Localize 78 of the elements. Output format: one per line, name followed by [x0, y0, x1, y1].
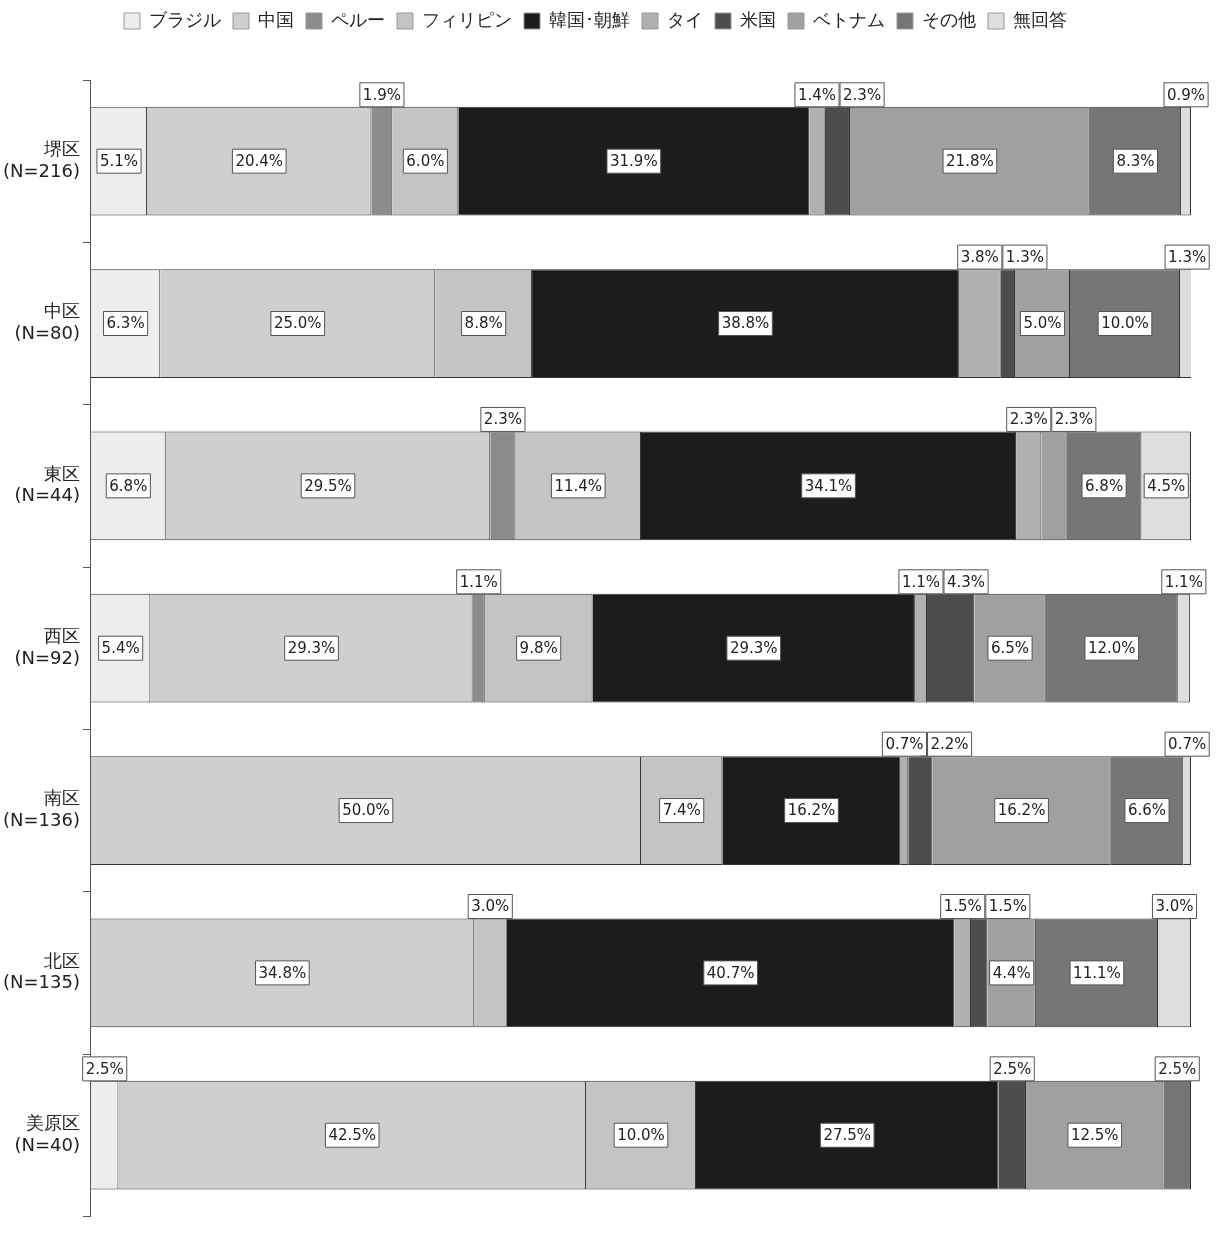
data-label: 2.3%	[1009, 410, 1048, 429]
data-label: 34.1%	[804, 476, 853, 495]
legend-label: その他	[922, 8, 976, 30]
data-label: 0.7%	[885, 735, 924, 754]
data-label: 34.8%	[258, 963, 307, 982]
data-label: 7.4%	[662, 801, 701, 820]
y-tick-label: 北区 (N=135)	[3, 949, 80, 993]
data-label: 2.3%	[1054, 410, 1093, 429]
data-label: 1.9%	[362, 85, 401, 104]
data-label: 3.0%	[1155, 897, 1194, 916]
data-label: 42.5%	[328, 1126, 377, 1145]
data-label: 6.5%	[990, 639, 1030, 658]
data-label: 12.5%	[1070, 1126, 1119, 1145]
y-tick-label: 西区 (N=92)	[14, 625, 80, 668]
data-label: 5.4%	[101, 639, 140, 658]
data-label: 8.3%	[1116, 152, 1155, 171]
data-label: 25.0%	[273, 314, 322, 333]
legend-label: ブラジル	[149, 8, 221, 30]
data-label: 10.0%	[1101, 314, 1149, 333]
data-label: 29.3%	[729, 639, 778, 658]
legend-label: ペルー	[331, 8, 385, 30]
data-label: 5.0%	[1023, 314, 1062, 333]
data-label: 6.8%	[1085, 476, 1124, 495]
data-label: 3.8%	[960, 248, 999, 267]
data-label: 4.5%	[1147, 476, 1186, 495]
data-label: 29.5%	[304, 476, 352, 495]
data-label: 2.5%	[1158, 1059, 1197, 1078]
data-label: 6.8%	[109, 476, 148, 495]
data-label: 2.5%	[993, 1059, 1032, 1078]
data-label: 2.3%	[483, 410, 522, 429]
legend-label: 米国	[740, 8, 776, 30]
data-label: 5.1%	[99, 152, 139, 171]
legend-label: タイ	[667, 8, 703, 30]
data-label: 0.9%	[1167, 85, 1206, 104]
data-label: 6.6%	[1127, 801, 1167, 820]
data-label: 1.5%	[988, 897, 1027, 916]
data-label: 6.3%	[106, 314, 145, 333]
data-label: 2.3%	[843, 85, 882, 104]
data-label: 6.0%	[406, 152, 445, 171]
data-label: 40.7%	[706, 963, 755, 982]
data-label: 3.0%	[471, 897, 510, 916]
y-tick-label: 堺区 (N=216)	[3, 138, 80, 181]
data-label: 1.4%	[797, 85, 837, 104]
data-label: 29.3%	[287, 639, 336, 658]
y-tick-label: 美原区 (N=40)	[14, 1112, 80, 1155]
legend-label: フィリピン	[422, 8, 512, 30]
data-label: 38.8%	[721, 314, 770, 333]
data-label: 1.3%	[1005, 248, 1044, 267]
data-label: 16.2%	[787, 801, 836, 820]
data-label: 2.5%	[85, 1059, 124, 1078]
data-label: 50.0%	[342, 801, 390, 820]
data-label: 1.1%	[459, 572, 498, 591]
data-label: 31.9%	[610, 152, 658, 171]
legend-label: 中国	[258, 8, 294, 30]
legend-label: 無回答	[1013, 8, 1067, 30]
data-label: 9.8%	[519, 639, 558, 658]
data-label: 8.8%	[464, 314, 503, 333]
data-label: 21.8%	[946, 152, 994, 171]
data-label: 10.0%	[617, 1126, 665, 1145]
data-label: 1.5%	[943, 897, 982, 916]
data-label: 1.1%	[1164, 572, 1203, 591]
data-label: 4.4%	[992, 963, 1031, 982]
y-tick-label: 中区 (N=80)	[14, 300, 80, 343]
data-label: 1.1%	[901, 572, 940, 591]
data-label: 16.2%	[997, 801, 1046, 820]
legend-label: 韓国･朝鮮	[549, 8, 630, 30]
data-label: 11.4%	[554, 476, 603, 495]
y-tick-label: 東区 (N=44)	[14, 462, 80, 506]
data-label: 2.2%	[930, 735, 969, 754]
data-label: 11.1%	[1073, 963, 1121, 982]
data-label: 0.7%	[1168, 735, 1207, 754]
data-label: 4.3%	[946, 572, 986, 591]
y-tick-label: 南区 (N=136)	[3, 787, 80, 831]
legend-label: ベトナム	[813, 8, 885, 30]
data-label: 1.3%	[1168, 248, 1207, 267]
data-label: 12.0%	[1087, 639, 1136, 658]
data-label: 20.4%	[235, 152, 284, 171]
data-label: 27.5%	[823, 1126, 872, 1145]
